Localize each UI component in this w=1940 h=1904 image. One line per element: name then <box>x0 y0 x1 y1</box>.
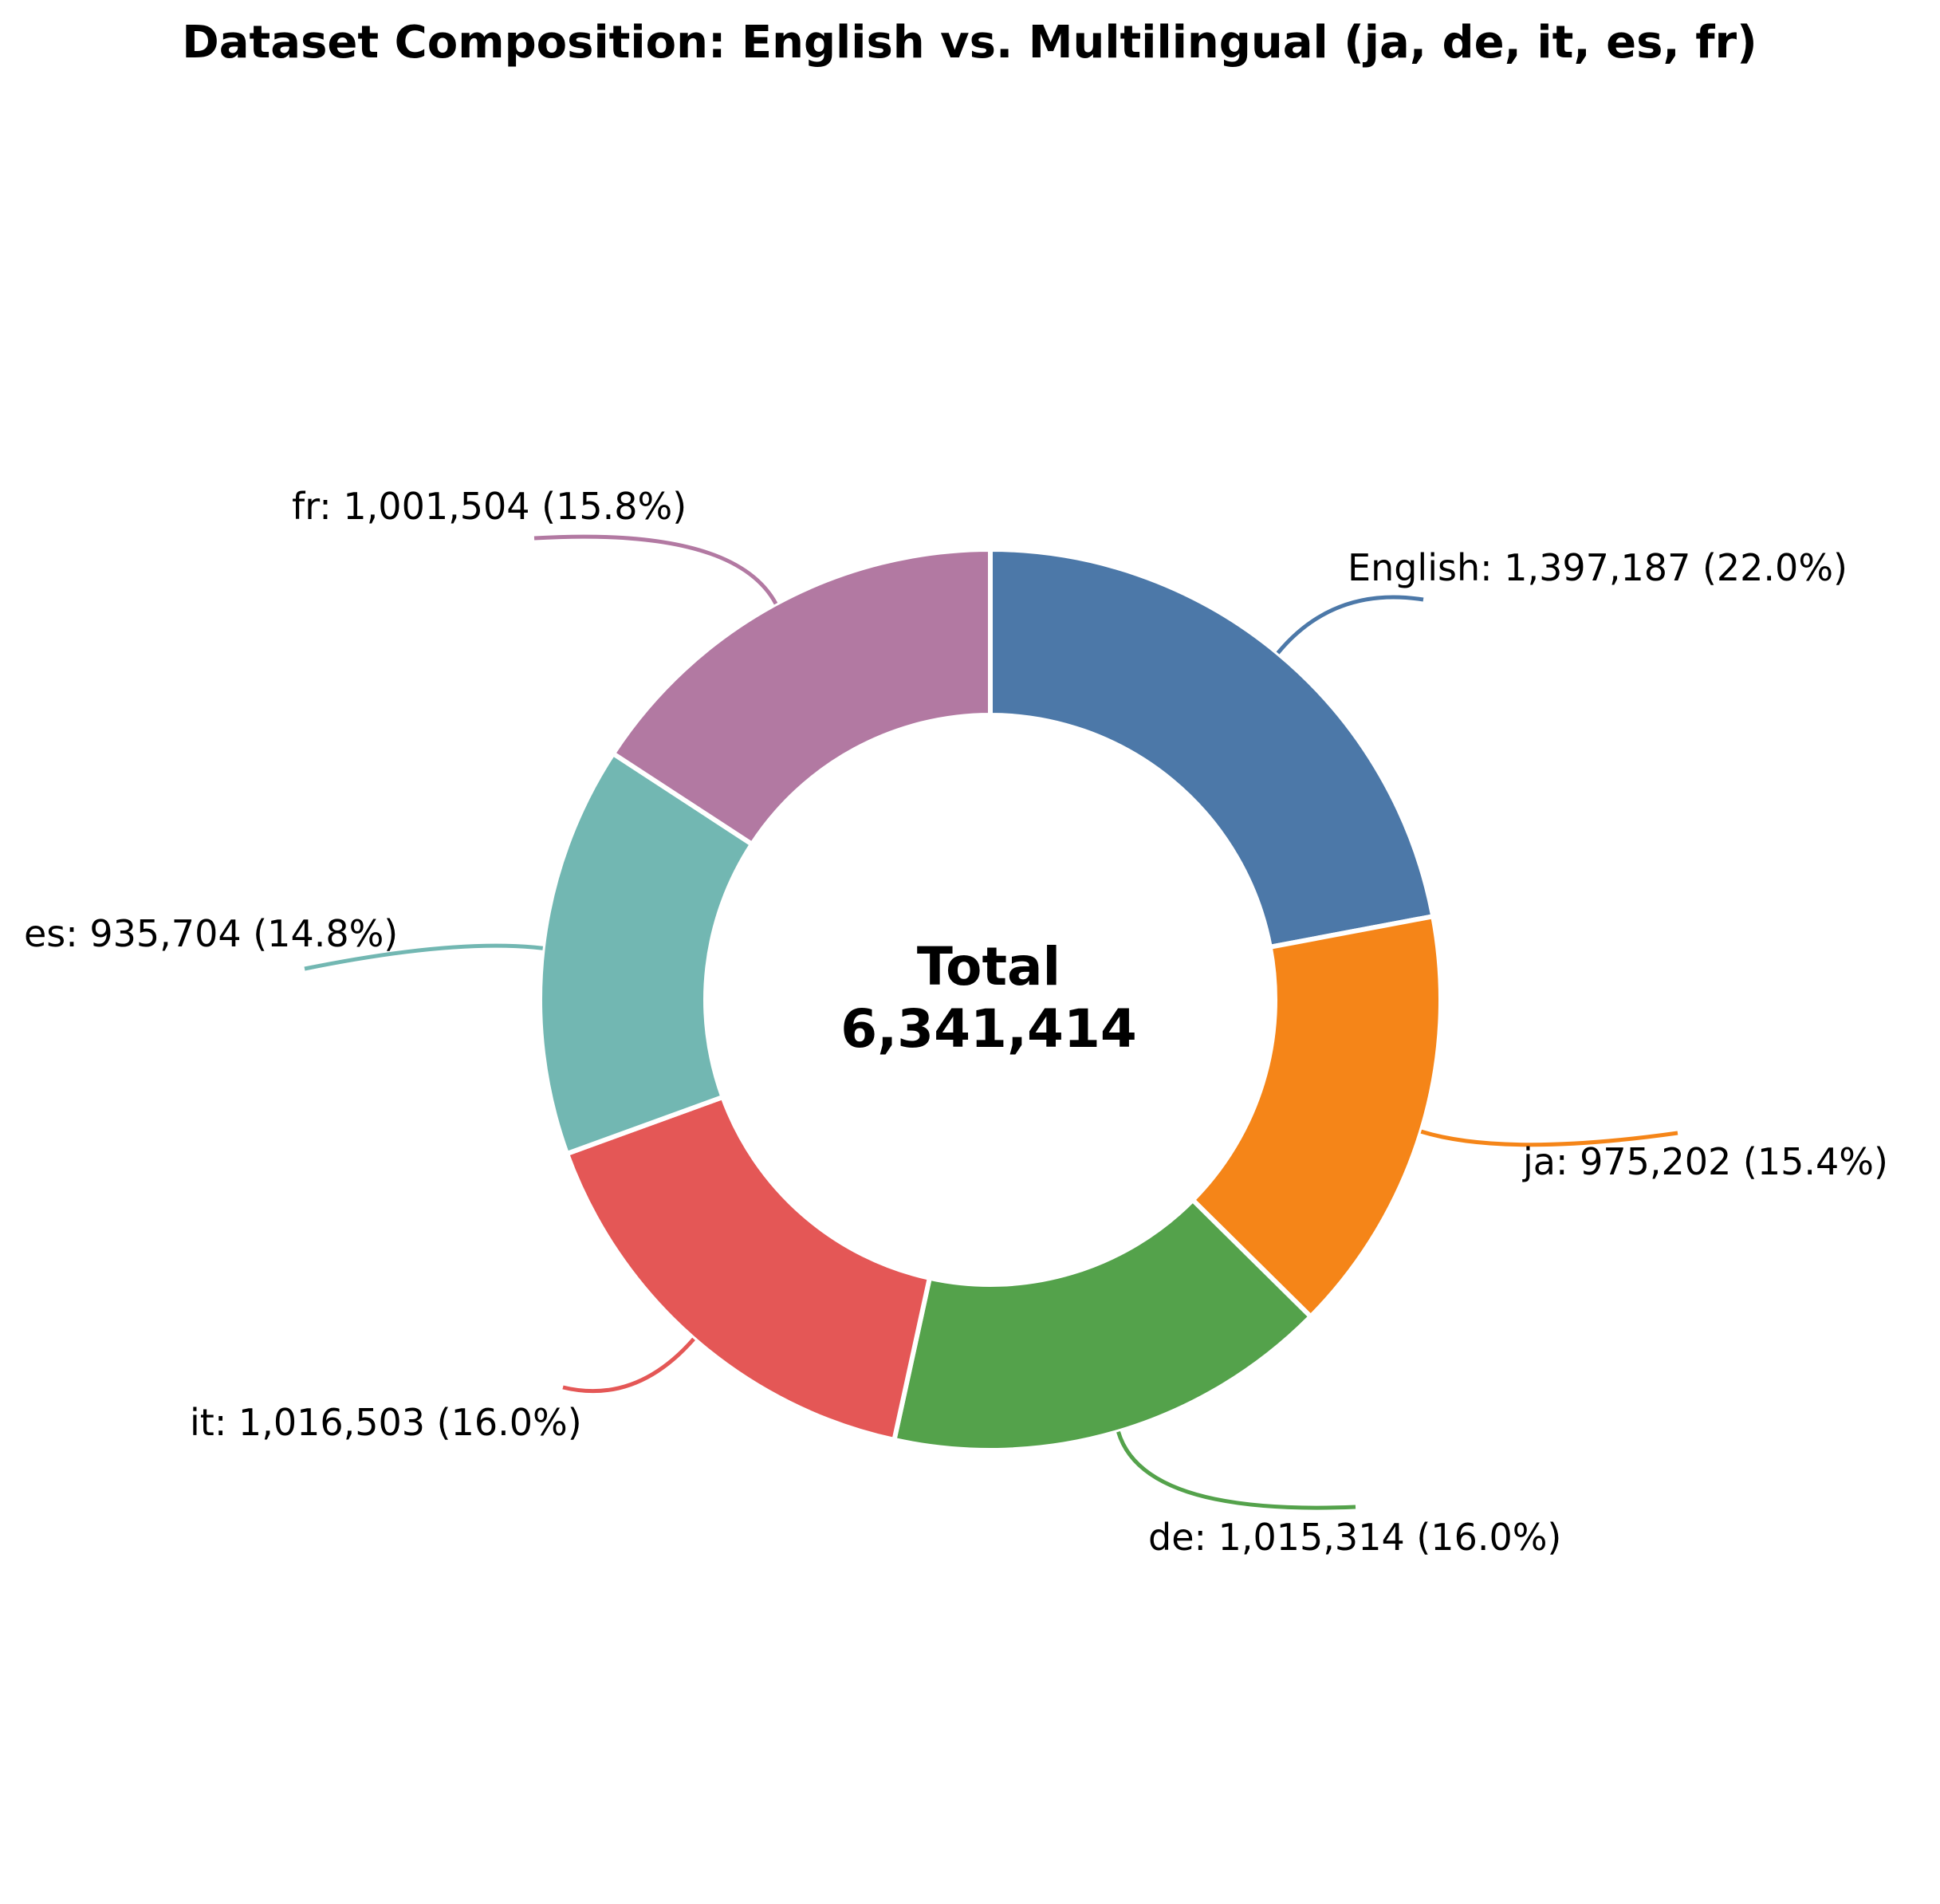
leader-line-es <box>304 943 544 971</box>
leader-line-ja <box>1420 1129 1678 1147</box>
leader-line-de <box>1116 1431 1356 1510</box>
slice-es <box>537 749 756 1157</box>
slice-label-es: es: 935,704 (14.8%) <box>24 912 398 955</box>
slice-label-it: it: 1,016,503 (16.0%) <box>190 1401 582 1444</box>
slice-labels: English: 1,397,187 (22.0%) ja: 975,202 (1… <box>24 485 1888 1559</box>
slice-label-de: de: 1,015,314 (16.0%) <box>1148 1516 1561 1559</box>
slice-it <box>564 1094 933 1443</box>
leader-line-english <box>1276 595 1424 655</box>
slice-english <box>988 546 1436 950</box>
donut-slices <box>537 546 1443 1453</box>
center-total-value: 6,341,414 <box>840 998 1137 1060</box>
slice-fr <box>609 546 993 848</box>
leader-line-it <box>562 1337 695 1394</box>
leader-lines <box>304 534 1678 1510</box>
slice-ja <box>1189 913 1443 1320</box>
slice-de <box>891 1196 1314 1453</box>
chart-title: Dataset Composition: English vs. Multili… <box>182 17 1757 69</box>
leader-line-fr <box>533 534 778 605</box>
center-total-label: Total <box>917 936 1061 997</box>
slice-label-english: English: 1,397,187 (22.0%) <box>1348 546 1848 589</box>
slice-label-fr: fr: 1,001,504 (15.8%) <box>292 485 687 528</box>
slice-label-ja: ja: 975,202 (15.4%) <box>1522 1140 1888 1183</box>
